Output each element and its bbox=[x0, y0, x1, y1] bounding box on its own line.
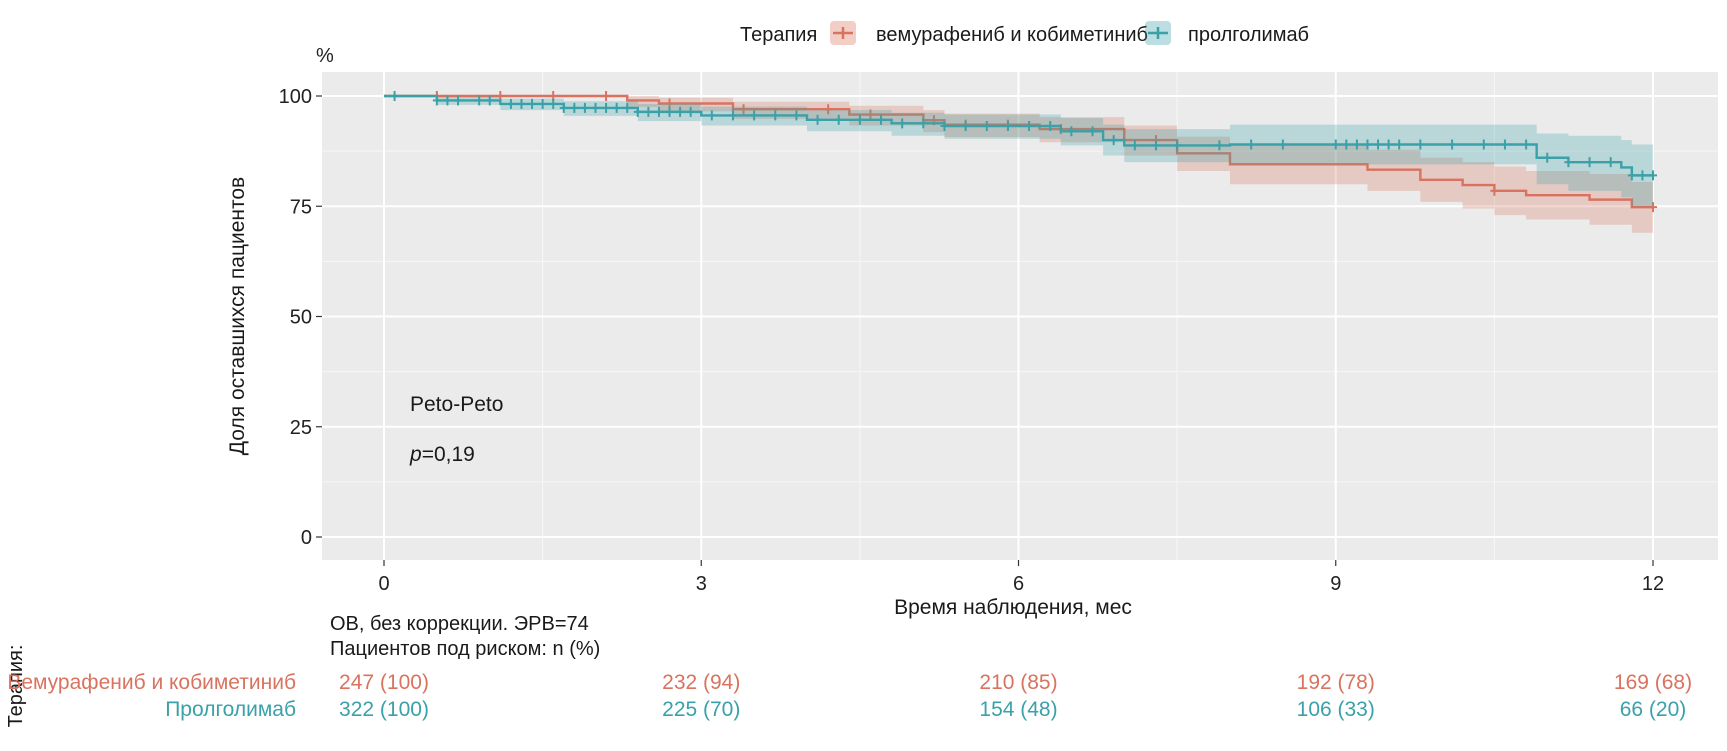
legend-key-1 bbox=[1145, 21, 1171, 45]
x-tick-label: 12 bbox=[1642, 573, 1664, 595]
x-axis-title: Время наблюдения, мес bbox=[894, 596, 1132, 619]
note-line-1: ОВ, без коррекции. ЭРВ=74 bbox=[330, 613, 589, 635]
y-tick-label: 25 bbox=[290, 417, 312, 439]
risk-row-label: Вемурафениб и кобиметиниб bbox=[7, 671, 296, 694]
risk-cell: 66 (20) bbox=[1620, 698, 1687, 721]
risk-cell: 225 (70) bbox=[662, 698, 740, 721]
risk-cell: 192 (78) bbox=[1297, 671, 1375, 694]
x-tick-label: 3 bbox=[696, 573, 707, 595]
x-tick-label: 0 bbox=[378, 573, 389, 595]
risk-cell: 210 (85) bbox=[979, 671, 1057, 694]
x-tick-label: 6 bbox=[1013, 573, 1024, 595]
ci-band bbox=[384, 96, 1653, 207]
note-line-2: Пациентов под риском: n (%) bbox=[330, 638, 600, 660]
series-1 bbox=[384, 91, 1657, 207]
y-tick-label: 100 bbox=[279, 86, 312, 108]
legend-title: Терапия bbox=[740, 24, 817, 46]
ci-band bbox=[384, 96, 1653, 233]
risk-table: Вемурафениб и кобиметиниб 247 (100) 232 (9… bbox=[7, 671, 1692, 721]
risk-row-label: Пролголимаб bbox=[165, 698, 296, 721]
y-axis-title: Доля оставшихся пациентов bbox=[226, 177, 249, 455]
p-label: p bbox=[409, 443, 422, 466]
series-layer bbox=[384, 91, 1657, 233]
y-tick-label: 75 bbox=[290, 196, 312, 218]
risk-cell: 169 (68) bbox=[1614, 671, 1692, 694]
x-tick-label: 9 bbox=[1330, 573, 1341, 595]
legend-label-1: пролголимаб bbox=[1188, 24, 1309, 46]
risk-cell: 232 (94) bbox=[662, 671, 740, 694]
legend: Терапия вемурафениб и кобиметиниб пролго… bbox=[740, 21, 1309, 46]
axes: 0 25 50 75 100 0 3 6 9 12 bbox=[279, 86, 1665, 595]
y-unit-label: % bbox=[316, 45, 334, 67]
test-name: Peto-Peto bbox=[410, 393, 503, 416]
p-value: p=0,19 bbox=[409, 443, 475, 466]
y-tick-label: 50 bbox=[290, 307, 312, 329]
risk-group-label: Терапия: bbox=[5, 645, 27, 728]
legend-label-0: вемурафениб и кобиметиниб bbox=[876, 24, 1148, 46]
legend-key-0 bbox=[830, 21, 856, 45]
y-tick-label: 0 bbox=[301, 527, 312, 549]
risk-cell: 106 (33) bbox=[1297, 698, 1375, 721]
risk-cell: 247 (100) bbox=[339, 671, 429, 694]
risk-cell: 322 (100) bbox=[339, 698, 429, 721]
grid bbox=[322, 72, 1718, 560]
p-value-text: =0,19 bbox=[422, 443, 475, 466]
risk-cell: 154 (48) bbox=[979, 698, 1057, 721]
